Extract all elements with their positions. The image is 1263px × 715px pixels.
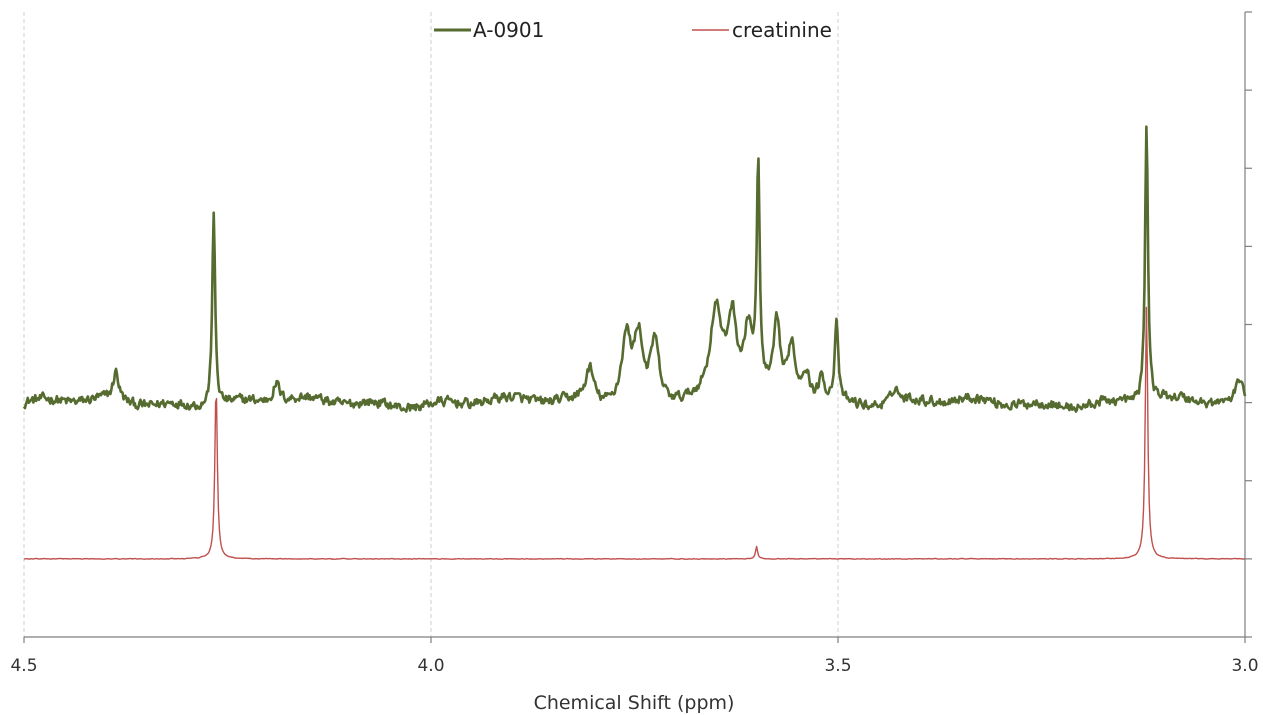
grid — [23, 12, 839, 637]
axes — [23, 11, 1252, 643]
x-tick-labels: 4.5 4.0 3.5 3.0 — [10, 656, 1258, 676]
x-tick-label: 4.0 — [417, 656, 444, 676]
x-tick-label: 3.0 — [1231, 656, 1258, 676]
x-tick-label: 3.5 — [824, 656, 851, 676]
legend-label-a0901: A-0901 — [473, 18, 544, 42]
series-line-a0901 — [22, 125, 1247, 413]
x-tick-label: 4.5 — [10, 656, 37, 676]
series-group — [22, 125, 1247, 560]
x-axis-title: Chemical Shift (ppm) — [534, 692, 735, 714]
series-line-creatinine — [23, 306, 1246, 560]
legend: A-0901 creatinine — [434, 18, 832, 42]
legend-label-creatinine: creatinine — [732, 18, 832, 42]
